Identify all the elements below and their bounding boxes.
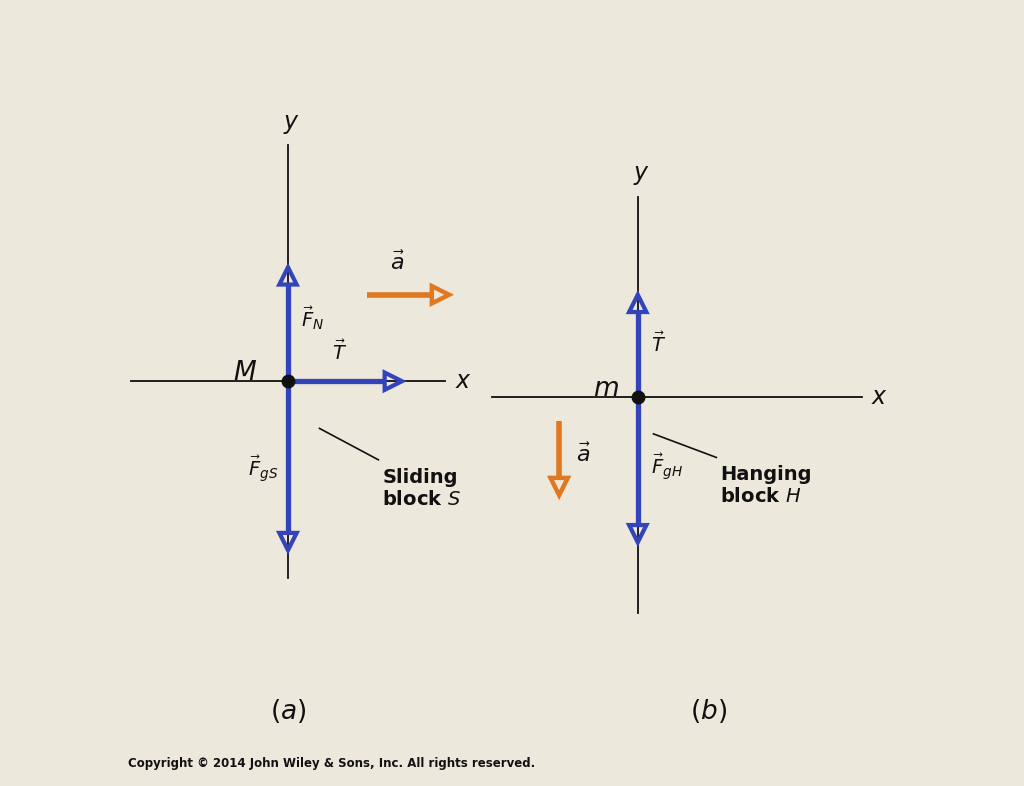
Text: Copyright © 2014 John Wiley & Sons, Inc. All rights reserved.: Copyright © 2014 John Wiley & Sons, Inc.… (128, 758, 536, 770)
Text: $m$: $m$ (593, 376, 620, 402)
Text: $\vec{a}$: $\vec{a}$ (577, 443, 592, 465)
Text: $\vec{F}_{gS}$: $\vec{F}_{gS}$ (248, 454, 279, 484)
Text: $(b)$: $(b)$ (690, 697, 727, 725)
Text: $\vec{T}$: $\vec{T}$ (651, 332, 667, 356)
Text: $(a)$: $(a)$ (269, 697, 306, 725)
Text: Hanging
block $H$: Hanging block $H$ (720, 465, 812, 506)
Text: $\vec{a}$: $\vec{a}$ (390, 251, 406, 274)
Text: Sliding
block $S$: Sliding block $S$ (382, 468, 462, 509)
Text: $x$: $x$ (455, 369, 471, 393)
Text: $\vec{F}_N$: $\vec{F}_N$ (301, 305, 325, 332)
Text: $y$: $y$ (633, 163, 650, 187)
Text: $M$: $M$ (232, 360, 257, 387)
Text: $\vec{F}_{gH}$: $\vec{F}_{gH}$ (651, 451, 683, 482)
Text: $y$: $y$ (284, 112, 300, 136)
Text: $x$: $x$ (871, 385, 888, 409)
Text: $\vec{T}$: $\vec{T}$ (332, 340, 347, 364)
